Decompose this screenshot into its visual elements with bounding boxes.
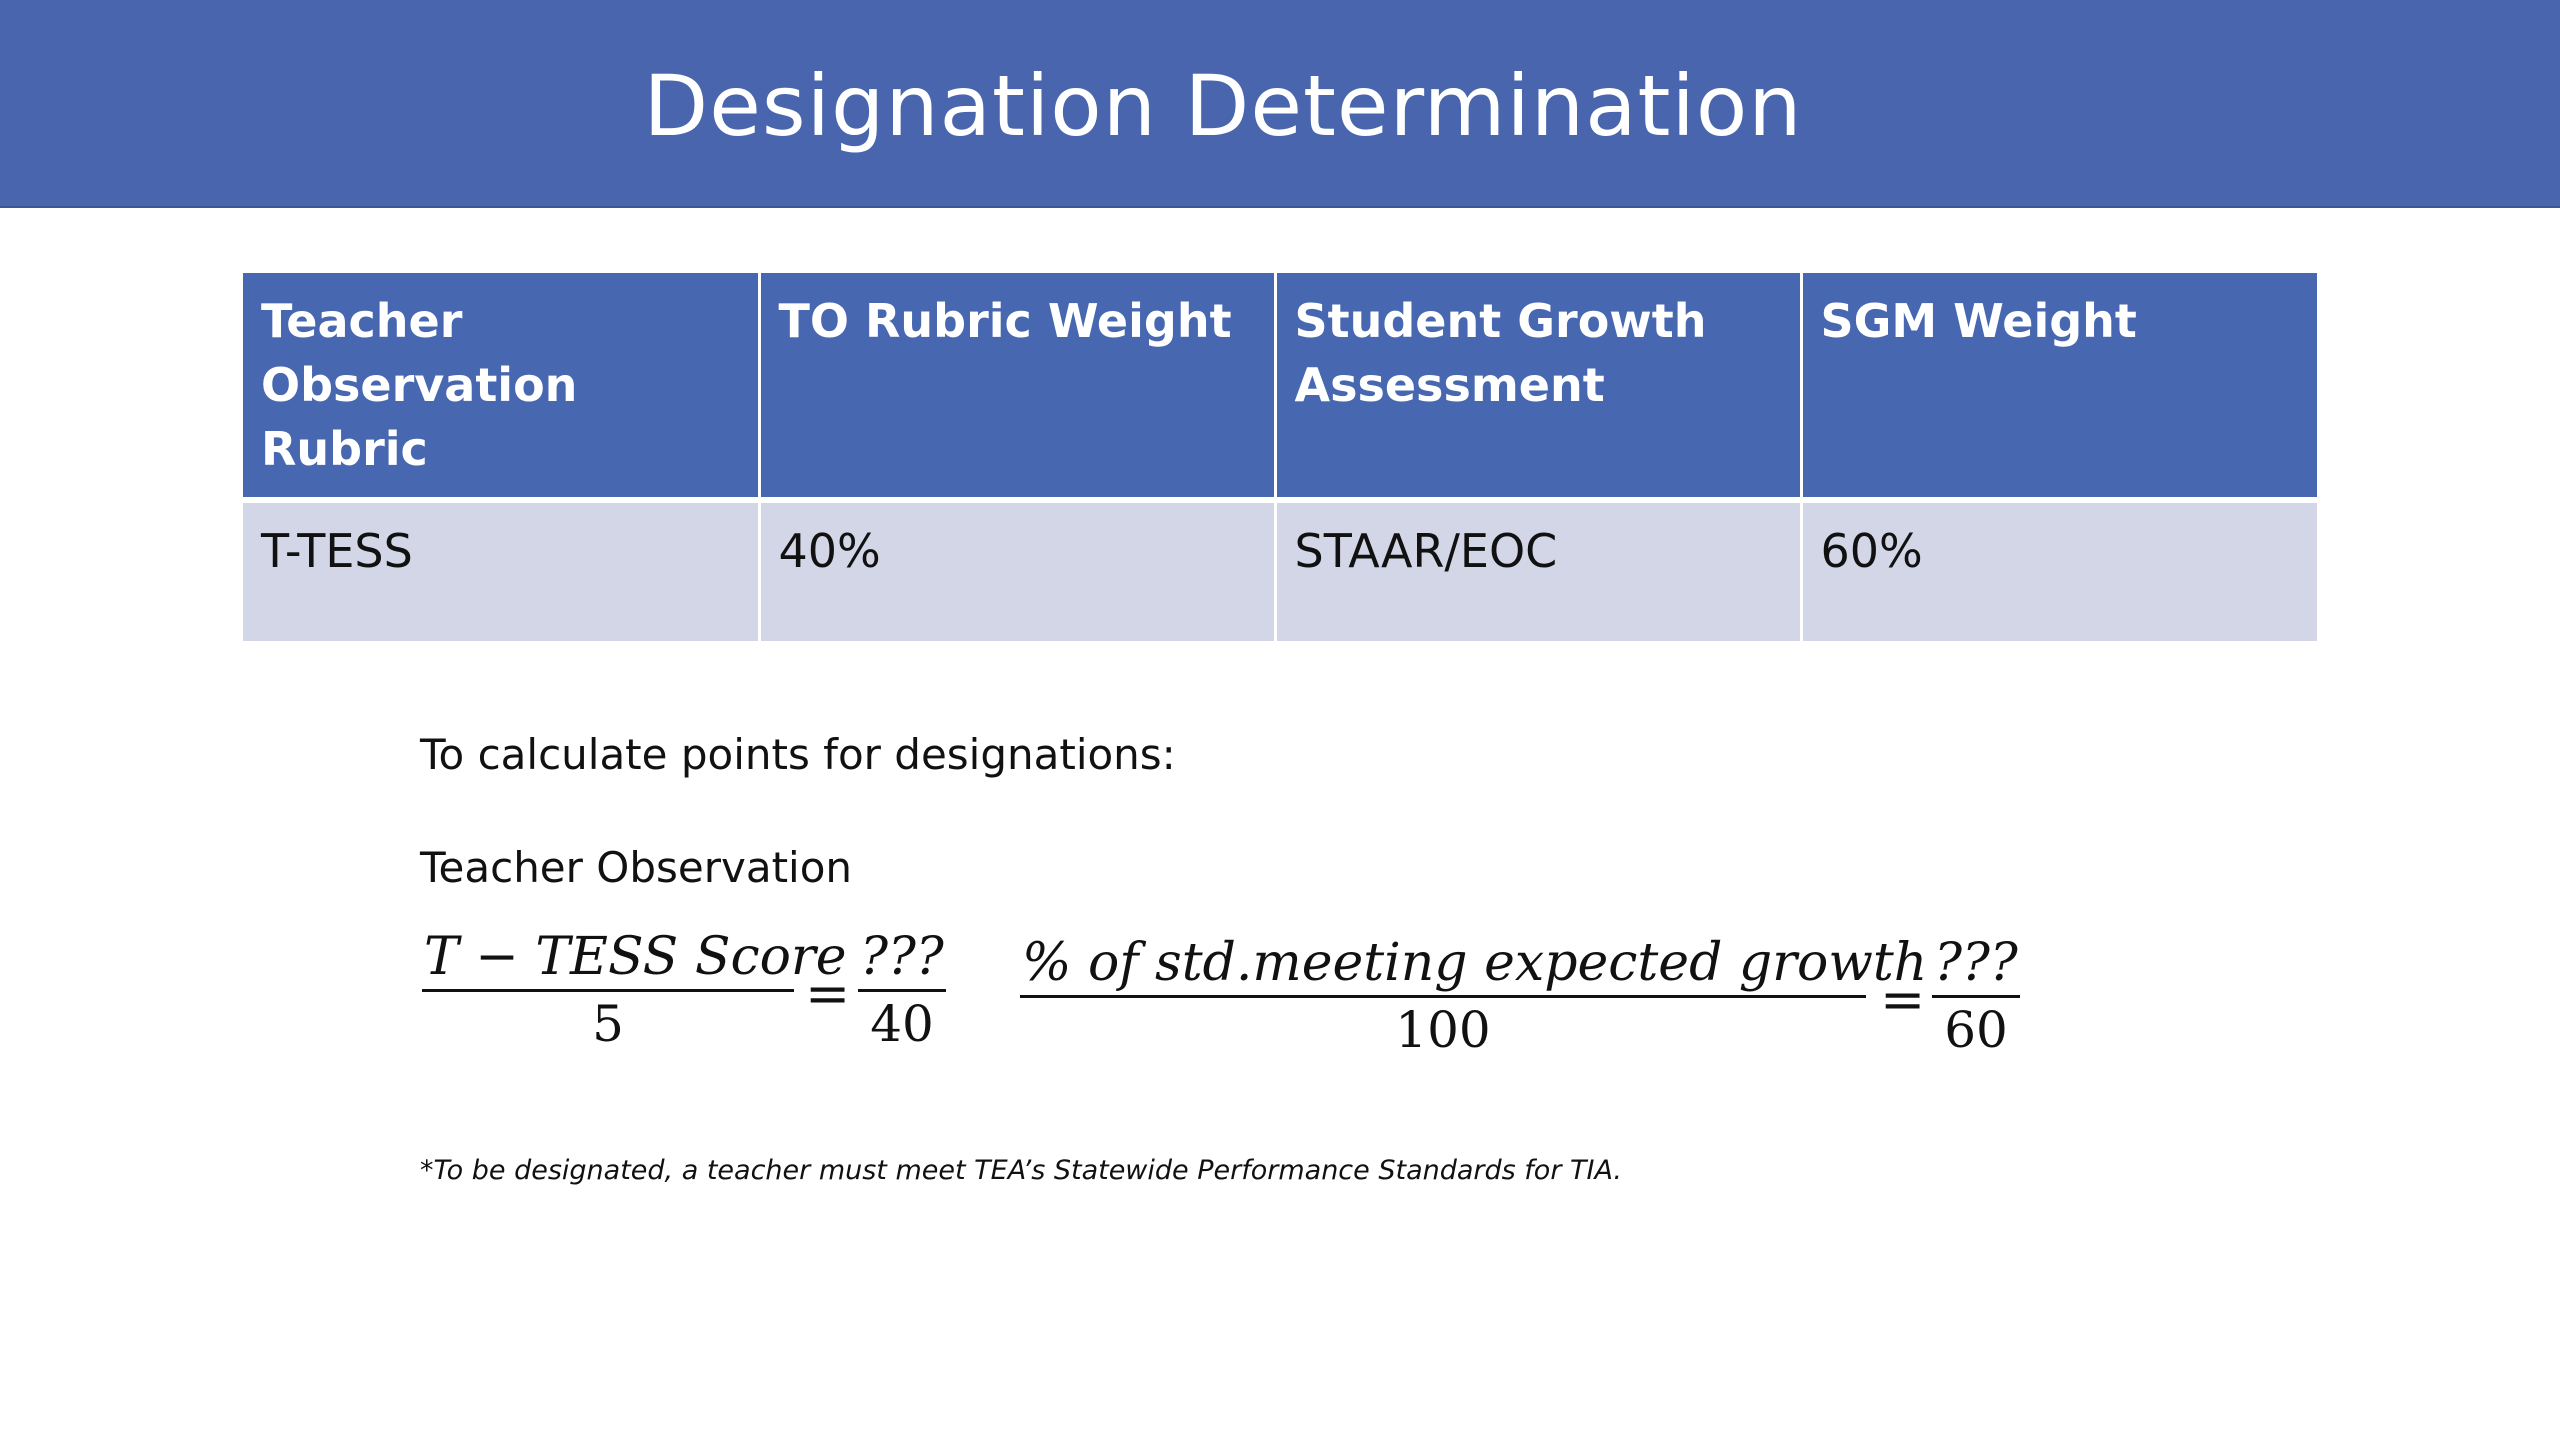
header-student-growth-assessment: Student Growth Assessment [1275, 273, 1803, 503]
table-row: T-TESS 40% STAAR/EOC 60% [243, 500, 2317, 641]
formula2-right-denominator: 60 [1944, 1001, 2008, 1059]
teacher-observation-label: Teacher Observation [420, 843, 853, 892]
formula1-right-fraction: ??? 40 [858, 925, 946, 1056]
header-teacher-observation-rubric: Teacher Observation Rubric [243, 273, 761, 503]
instruction-text: To calculate points for designations: [420, 730, 1176, 779]
weights-table: Teacher Observation Rubric TO Rubric Wei… [243, 273, 2317, 641]
header-sgm-weight: SGM Weight [1801, 273, 2317, 503]
footnote: *To be designated, a teacher must meet T… [420, 1155, 1623, 1186]
formula2-left-fraction: % of std.meeting expected growth 100 [1020, 931, 1928, 1062]
fraction-bar [1932, 995, 2020, 998]
header-to-rubric-weight: TO Rubric Weight [759, 273, 1277, 503]
cell-rubric-weight: 40% [759, 500, 1277, 641]
formula2-right-numerator: ??? [1934, 933, 2018, 993]
fraction-bar [858, 989, 946, 992]
formula1-left-fraction: T − TESS Score 5 [422, 925, 847, 1056]
formula2-left-numerator: % of std.meeting expected growth [1022, 933, 1928, 993]
cell-growth-assessment: STAAR/EOC [1275, 500, 1803, 641]
formula2-equals: = [1880, 968, 1926, 1031]
slide-title: Designation Determination [643, 57, 1803, 155]
formula1-right-denominator: 40 [870, 995, 934, 1053]
table-header-row: Teacher Observation Rubric TO Rubric Wei… [243, 273, 2317, 503]
fraction-bar [422, 989, 794, 992]
cell-sgm-weight: 60% [1801, 500, 2317, 641]
formula1-left-numerator: T − TESS Score [424, 927, 847, 987]
formula2-right-fraction: ??? 60 [1932, 931, 2020, 1062]
formula1-right-numerator: ??? [860, 927, 944, 987]
formula2-left-denominator: 100 [1395, 1001, 1491, 1059]
fraction-bar [1020, 995, 1866, 998]
formula1-equals: = [805, 962, 851, 1025]
title-bar: Designation Determination [0, 0, 2560, 208]
cell-rubric: T-TESS [243, 500, 761, 641]
formula1-left-denominator: 5 [592, 995, 624, 1053]
